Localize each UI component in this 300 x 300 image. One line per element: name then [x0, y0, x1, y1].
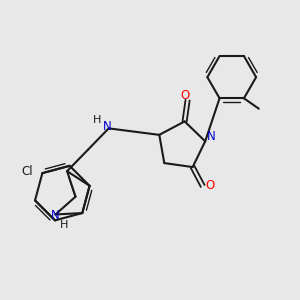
Text: O: O [206, 179, 215, 193]
Text: N: N [51, 209, 60, 223]
Text: H: H [60, 220, 68, 230]
Text: O: O [180, 89, 189, 102]
Text: N: N [103, 120, 112, 134]
Text: N: N [207, 130, 216, 143]
Text: Cl: Cl [21, 165, 33, 178]
Text: H: H [93, 115, 102, 125]
